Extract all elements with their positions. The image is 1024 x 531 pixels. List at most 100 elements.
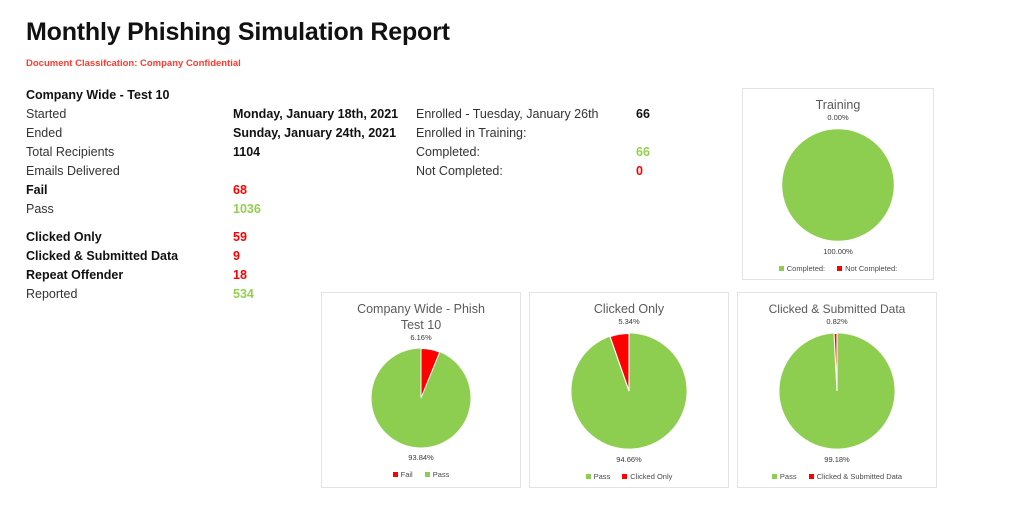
summary-value-fail: 68: [233, 183, 247, 197]
pie-svg-clicked-submitted: [779, 332, 895, 449]
summary-value-total-recipients: 1104: [233, 145, 261, 159]
summary-value-completed: 66: [636, 145, 650, 159]
legend-label-pass: Pass: [779, 472, 797, 481]
pie-slice-fail[interactable]: [420, 348, 441, 399]
summary-label-started: Started: [26, 107, 67, 121]
summary-row-emails-delivered: Emails Delivered Not Completed: 0: [26, 162, 716, 181]
chart-card-clicked-and-submitted-data[interactable]: Clicked & Submitted Data 0.82% 99.18% Pa…: [737, 292, 937, 488]
metric-row-clicked-only: Clicked Only 59: [26, 228, 356, 247]
metric-value-reported: 534: [233, 287, 254, 301]
summary-label-ended: Ended: [26, 126, 63, 140]
summary-value-ended: Sunday, January 24th, 2021: [233, 126, 397, 140]
summary-row-total-recipients: Total Recipients 1104 Completed: 66: [26, 143, 716, 162]
chart-title-clicked-only: Clicked Only: [593, 302, 665, 316]
legend-item-clicked-only[interactable]: Clicked Only: [622, 472, 672, 481]
metric-label-clicked-only: Clicked Only: [26, 230, 102, 244]
legend-swatch-icon-not-completed: [837, 266, 843, 271]
summary-row-started: Started Monday, January 18th, 2021 Enrol…: [26, 105, 716, 124]
chart-title-training: Training: [815, 98, 861, 112]
campaign-name: Company Wide - Test 10: [26, 88, 170, 102]
pie-canvas-clicked-only: [530, 327, 728, 455]
legend-label-pass: Pass: [593, 472, 611, 481]
metric-row-reported: Reported 534: [26, 285, 356, 304]
pie-top-label-phish: 6.16%: [410, 333, 432, 342]
page-title: Monthly Phishing Simulation Report: [26, 18, 450, 46]
pie-bottom-label-clicked-only: 94.66%: [616, 455, 642, 464]
summary-label-enrolled-date: Enrolled - Tuesday, January 26th: [416, 107, 599, 121]
legend-item-clicked-submitted[interactable]: Clicked & Submitted Data: [808, 472, 903, 481]
summary-row-pass: Pass 1036: [26, 200, 716, 219]
legend-label-not-completed: Not Completed:: [845, 264, 898, 273]
legend-item-completed[interactable]: Completed:: [778, 264, 826, 273]
chart-title-phish: Company Wide - Phish Test 10: [322, 293, 520, 333]
metric-label-repeat-offender: Repeat Offender: [26, 268, 124, 282]
legend-swatch-icon-pass: [771, 474, 777, 479]
summary-value-enrolled-count: 66: [636, 107, 650, 121]
pie-wrap-clicked-submitted: 0.82% 99.18%: [738, 317, 936, 465]
summary-label-fail: Fail: [26, 183, 48, 197]
pie-canvas-clicked-submitted: [738, 327, 936, 455]
metric-value-clicked-submitted: 9: [233, 249, 240, 263]
legend-swatch-icon-pass: [585, 474, 591, 479]
legend-item-pass[interactable]: Pass: [771, 472, 797, 481]
metric-row-clicked-submitted: Clicked & Submitted Data 9: [26, 247, 356, 266]
legend-label-fail: Fail: [400, 470, 413, 479]
summary-row-fail: Fail 68: [26, 181, 716, 200]
chart-legend-clicked-only: Pass Clicked Only: [530, 472, 728, 481]
metric-row-repeat-offender: Repeat Offender 18: [26, 266, 356, 285]
campaign-summary-section: Company Wide - Test 10 Started Monday, J…: [26, 88, 716, 219]
pie-canvas-training: [743, 123, 933, 247]
legend-swatch-icon-completed: [778, 266, 784, 271]
pie-wrap-clicked-only: 5.34% 94.66%: [530, 317, 728, 465]
summary-row-ended: Ended Sunday, January 24th, 2021 Enrolle…: [26, 124, 716, 143]
summary-label-completed: Completed:: [416, 145, 480, 159]
pie-svg-phish: [371, 348, 471, 448]
pie-svg-training: [782, 129, 894, 241]
summary-label-not-completed: Not Completed:: [416, 164, 503, 178]
chart-card-clicked-only[interactable]: Clicked Only 5.34% 94.66% Pass Clicked O…: [529, 292, 729, 488]
legend-swatch-icon-clicked-only: [622, 474, 628, 479]
legend-label-pass: Pass: [432, 470, 450, 479]
pie-bottom-label-clicked-submitted: 99.18%: [824, 455, 850, 464]
legend-item-pass[interactable]: Pass: [585, 472, 611, 481]
chart-legend-clicked-submitted: Pass Clicked & Submitted Data: [738, 472, 936, 481]
legend-swatch-icon-fail: [392, 472, 398, 477]
legend-swatch-icon-pass: [424, 472, 430, 477]
chart-title-phish-line2: Test 10: [400, 318, 442, 332]
pie-slice-completed[interactable]: [782, 129, 894, 241]
legend-label-clicked-only: Clicked Only: [630, 472, 673, 481]
pie-top-label-training: 0.00%: [827, 113, 849, 122]
pie-canvas-phish: [322, 343, 520, 453]
pie-bottom-label-training: 100.00%: [823, 247, 853, 256]
summary-label-total-recipients: Total Recipients: [26, 145, 115, 159]
summary-label-pass: Pass: [26, 202, 54, 216]
legend-item-not-completed[interactable]: Not Completed:: [837, 264, 897, 273]
chart-legend-phish: Fail Pass: [322, 470, 520, 479]
legend-swatch-icon-clicked-submitted: [808, 474, 814, 479]
pie-slice-clicked-submitted[interactable]: [833, 332, 838, 392]
summary-value-not-completed: 0: [636, 164, 643, 178]
pie-svg-clicked-only: [571, 332, 687, 449]
chart-card-training[interactable]: Training 0.00% 100.00% Completed: Not Co…: [742, 88, 934, 280]
pie-top-label-clicked-only: 5.34%: [618, 317, 640, 326]
metric-value-repeat-offender: 18: [233, 268, 247, 282]
summary-value-started: Monday, January 18th, 2021: [233, 107, 399, 121]
legend-label-clicked-submitted: Clicked & Submitted Data: [816, 472, 903, 481]
chart-title-phish-line1: Company Wide - Phish: [357, 302, 485, 316]
chart-card-company-wide-phish[interactable]: Company Wide - Phish Test 10 6.16% 93.84…: [321, 292, 521, 488]
pie-wrap-phish: 6.16% 93.84%: [322, 333, 520, 463]
metric-label-clicked-submitted: Clicked & Submitted Data: [26, 249, 179, 263]
pie-slice-clicked-only[interactable]: [609, 332, 630, 392]
pie-top-label-clicked-submitted: 0.82%: [826, 317, 848, 326]
chart-legend-training: Completed: Not Completed:: [743, 264, 933, 273]
legend-item-fail[interactable]: Fail: [392, 470, 413, 479]
summary-value-pass: 1036: [233, 202, 261, 216]
legend-label-completed: Completed:: [786, 264, 826, 273]
legend-item-pass[interactable]: Pass: [424, 470, 450, 479]
engagement-metrics-section: Clicked Only 59 Clicked & Submitted Data…: [26, 228, 356, 304]
summary-label-enrolled-in-training: Enrolled in Training:: [416, 126, 527, 140]
summary-label-emails-delivered: Emails Delivered: [26, 164, 120, 178]
metric-label-reported: Reported: [26, 287, 78, 301]
chart-title-clicked-submitted: Clicked & Submitted Data: [768, 302, 906, 316]
pie-bottom-label-phish: 93.84%: [408, 453, 434, 462]
